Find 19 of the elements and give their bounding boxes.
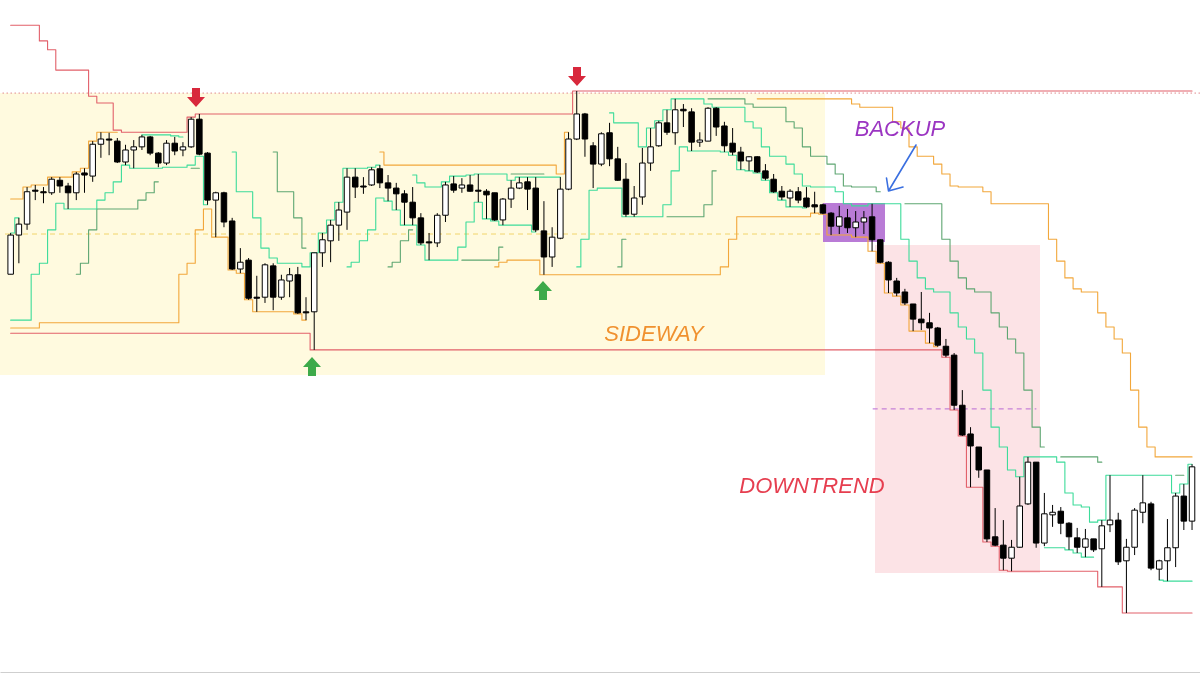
candlestick [179,141,187,157]
candlestick [466,174,474,193]
candlestick [1106,474,1114,533]
candlestick [302,296,310,321]
candlestick [942,338,950,358]
candlestick [868,203,876,252]
candlestick [827,211,835,236]
candlestick [655,120,663,148]
candlestick [745,155,753,172]
candlestick [499,197,507,226]
candlestick [64,182,72,210]
candlestick [97,131,105,159]
annotation: SIDEWAY [604,321,706,346]
candlestick [786,188,794,208]
candlestick [425,232,433,261]
candlestick [663,109,671,136]
annotation: BACKUP [854,116,946,141]
annotation: DOWNTREND [739,473,885,498]
candlestick [384,174,392,202]
